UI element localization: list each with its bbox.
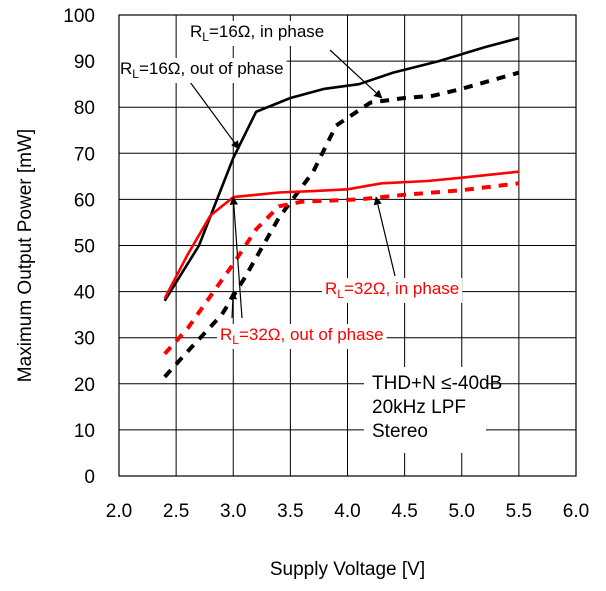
x-tick-labels: 2.0 2.5 3.0 3.5 4.0 4.5 5.0 5.5 6.0 xyxy=(106,501,589,522)
annotation-3: RL=32Ω, in phase xyxy=(322,196,463,303)
annotation-label: RL=16Ω, out of phase xyxy=(120,59,284,81)
x-tick-label: 3.5 xyxy=(277,501,303,522)
x-tick-label: 5.0 xyxy=(449,501,475,522)
annotation-background xyxy=(117,58,287,83)
y-tick-label: 80 xyxy=(74,98,95,119)
annotation-leader xyxy=(228,290,238,319)
annotation-leader xyxy=(229,196,243,319)
annotation-label: RL=32Ω, in phase xyxy=(325,279,459,301)
y-tick-labels: 0 10 20 30 40 50 60 70 80 90 100 xyxy=(63,6,95,488)
x-tick-label: 4.0 xyxy=(334,501,360,522)
series-line-2 xyxy=(163,70,520,379)
condition-lpf: 20kHz LPF xyxy=(372,397,466,418)
annotations: RL=16Ω, in phase RL=16Ω, out of phase RL=3… xyxy=(117,21,463,349)
series-line-1 xyxy=(163,36,520,302)
plot-frame xyxy=(118,14,577,477)
y-axis-label: Maximum Output Power [mW] xyxy=(15,129,36,382)
x-tick-label: 3.0 xyxy=(220,501,246,522)
y-tick-label: 60 xyxy=(74,190,95,211)
annotation-leader xyxy=(329,49,383,99)
y-tick-label: 10 xyxy=(74,421,95,442)
y-tick-label: 20 xyxy=(74,375,95,396)
annotation-background xyxy=(187,21,328,46)
series-line-3 xyxy=(163,170,520,300)
y-tick-label: 40 xyxy=(74,283,95,304)
y-tick-label: 0 xyxy=(84,467,95,488)
x-axis-label: Supply Voltage [V] xyxy=(270,559,425,580)
x-tick-label: 6.0 xyxy=(563,501,589,522)
y-tick-label: 70 xyxy=(74,144,95,165)
x-tick-label: 2.5 xyxy=(163,501,189,522)
series-line-4 xyxy=(163,181,520,356)
annotation-background xyxy=(217,324,387,349)
y-tick-label: 50 xyxy=(74,237,95,258)
y-tick-label: 100 xyxy=(63,6,95,27)
condition-thd: THD+N ≤-40dB xyxy=(372,373,502,394)
y-tick-label: 90 xyxy=(74,52,95,73)
annotation-1: RL=16Ω, in phase xyxy=(187,21,383,99)
x-tick-label: 4.5 xyxy=(391,501,417,522)
grid xyxy=(119,15,576,476)
condition-stereo: Stereo xyxy=(372,421,428,442)
annotation-leader xyxy=(189,81,240,150)
annotation-4: RL=32Ω, out of phase xyxy=(217,196,387,349)
annotation-background xyxy=(322,278,463,303)
annotation-label: RL=32Ω, out of phase xyxy=(220,325,384,347)
annotation-2: RL=16Ω, out of phase xyxy=(117,58,287,150)
y-tick-label: 30 xyxy=(74,329,95,350)
x-tick-label: 5.5 xyxy=(506,501,532,522)
annotation-leader xyxy=(373,196,396,277)
conditions-box: THD+N ≤-40dB 20kHz LPF Stereo xyxy=(364,367,502,453)
x-tick-label: 2.0 xyxy=(106,501,132,522)
annotation-label: RL=16Ω, in phase xyxy=(190,22,324,44)
series-group xyxy=(163,36,520,379)
conditions-background xyxy=(364,367,486,453)
